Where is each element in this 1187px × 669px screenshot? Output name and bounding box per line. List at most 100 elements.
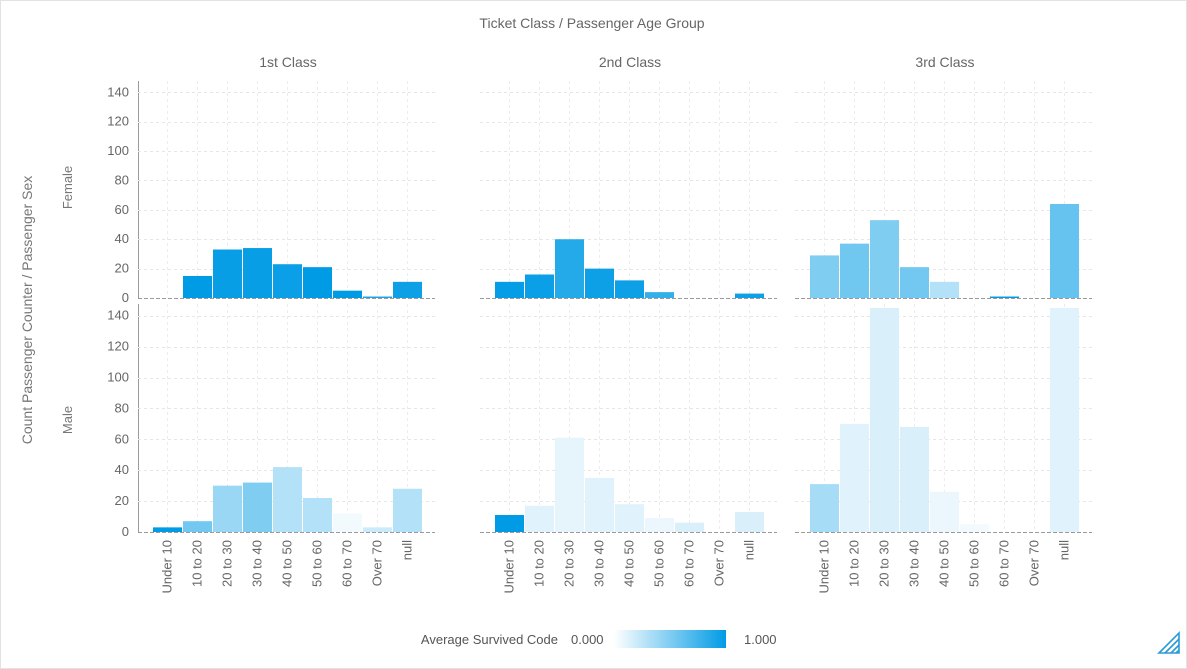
color-legend: Average Survived Code 0.000 1.000 — [421, 630, 777, 648]
bar[interactable] — [1050, 308, 1079, 532]
bar[interactable] — [810, 484, 839, 532]
bar[interactable] — [930, 491, 959, 532]
x-tick-label: 10 to 20 — [532, 540, 547, 587]
x-tick-label: 20 to 30 — [220, 540, 235, 587]
bar[interactable] — [495, 281, 524, 298]
bar[interactable] — [960, 524, 989, 532]
y-tick-label: 80 — [115, 400, 129, 415]
y-tick-label: 100 — [107, 370, 129, 385]
y-tick-label: 40 — [115, 462, 129, 477]
legend-gradient-bar — [614, 630, 726, 648]
x-tick-label: 20 to 30 — [877, 540, 892, 587]
y-tick-label: 60 — [115, 202, 129, 217]
x-tick-label: Under 10 — [502, 540, 517, 593]
x-tick-label: 30 to 40 — [907, 540, 922, 587]
resize-corner-icon[interactable] — [1157, 631, 1181, 655]
legend-label: Average Survived Code — [421, 632, 558, 647]
bar[interactable] — [183, 521, 212, 532]
y-tick-label: 100 — [107, 143, 129, 158]
bar[interactable] — [243, 482, 272, 532]
bar[interactable] — [393, 281, 422, 298]
bar[interactable] — [585, 477, 614, 532]
x-tick-label: null — [1057, 540, 1072, 560]
bar[interactable] — [303, 267, 332, 298]
bar[interactable] — [363, 296, 392, 298]
bar[interactable] — [333, 513, 362, 532]
bar[interactable] — [153, 527, 182, 532]
bar[interactable] — [675, 522, 704, 532]
legend-min-label: 0.000 — [571, 632, 604, 647]
bar[interactable] — [735, 511, 764, 532]
bar[interactable] — [1050, 203, 1079, 298]
x-tick-label: Over 70 — [370, 540, 385, 586]
plot-area: 1st Class 2nd Class 3rd Class Female Male 0 20… — [60, 54, 1092, 593]
x-tick-label: 30 to 40 — [250, 540, 265, 587]
x-tick-label: 60 to 70 — [997, 540, 1012, 587]
x-tick-label: 50 to 60 — [652, 540, 667, 587]
bar[interactable] — [645, 518, 674, 532]
bar[interactable] — [810, 255, 839, 298]
bar[interactable] — [525, 274, 554, 298]
bar[interactable] — [495, 515, 524, 532]
x-tick-label: 10 to 20 — [847, 540, 862, 587]
x-tick-label: Over 70 — [712, 540, 727, 586]
x-tick-label: 40 to 50 — [937, 540, 952, 587]
x-tick-label: 60 to 70 — [682, 540, 697, 587]
x-tick-label: Over 70 — [1027, 540, 1042, 586]
x-tick-label: 20 to 30 — [562, 540, 577, 587]
bar[interactable] — [615, 280, 644, 298]
y-tick-label: 0 — [122, 290, 129, 305]
facet-panel: Under 10 10 to 20 20 to 30 30 to 40 40 to 50… — [138, 304, 435, 593]
y-tick-label: 140 — [107, 84, 129, 99]
bar[interactable] — [645, 292, 674, 298]
bar[interactable] — [900, 267, 929, 298]
y-tick-label: 60 — [115, 431, 129, 446]
y-tick-label: 120 — [107, 339, 129, 354]
bar[interactable] — [273, 467, 302, 532]
y-tick-label: 0 — [122, 524, 129, 539]
column-facet-label: 2nd Class — [599, 54, 661, 70]
bar[interactable] — [585, 268, 614, 298]
bar[interactable] — [615, 504, 644, 532]
bar[interactable] — [333, 290, 362, 298]
bar[interactable] — [735, 293, 764, 298]
bar[interactable] — [525, 505, 554, 532]
bar[interactable] — [213, 485, 242, 532]
bar[interactable] — [900, 426, 929, 532]
bar[interactable] — [303, 498, 332, 532]
row-facet-label: Female — [60, 166, 75, 209]
bar[interactable] — [363, 527, 392, 532]
x-tick-label: 50 to 60 — [967, 540, 982, 587]
bar[interactable] — [870, 308, 899, 532]
bar[interactable] — [243, 248, 272, 298]
row-facet-label: Male — [60, 406, 75, 434]
x-tick-label: 60 to 70 — [340, 540, 355, 587]
bar[interactable] — [213, 249, 242, 298]
bar[interactable] — [183, 275, 212, 298]
column-facet-label: 3rd Class — [915, 54, 974, 70]
bar[interactable] — [840, 423, 869, 532]
x-tick-label: Under 10 — [160, 540, 175, 593]
y-tick-label: 40 — [115, 231, 129, 246]
bar[interactable] — [393, 488, 422, 532]
facet-panel: Under 10 10 to 20 20 to 30 30 to 40 40 to 50… — [795, 304, 1092, 593]
bar[interactable] — [840, 243, 869, 298]
bar[interactable] — [990, 296, 1019, 298]
x-tick-label: Under 10 — [817, 540, 832, 593]
bar[interactable] — [555, 437, 584, 532]
x-tick-label: 10 to 20 — [190, 540, 205, 587]
bar[interactable] — [870, 220, 899, 298]
bar[interactable] — [273, 264, 302, 298]
facet-panel — [138, 81, 435, 299]
x-tick-label: 40 to 50 — [280, 540, 295, 587]
x-tick-label: null — [400, 540, 415, 560]
bar[interactable] — [555, 239, 584, 298]
x-tick-label: 50 to 60 — [310, 540, 325, 587]
facet-panel: Under 10 10 to 20 20 to 30 30 to 40 40 to 50… — [480, 304, 777, 593]
column-facet-label: 1st Class — [259, 54, 317, 70]
x-tick-label: null — [742, 540, 757, 560]
y-tick-label: 20 — [115, 261, 129, 276]
bar[interactable] — [930, 281, 959, 298]
x-tick-label: 40 to 50 — [622, 540, 637, 587]
